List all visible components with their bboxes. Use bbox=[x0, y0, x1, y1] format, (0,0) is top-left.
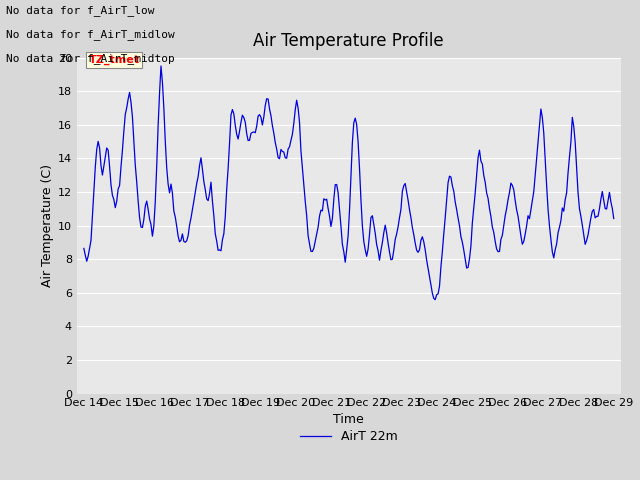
AirT 22m bbox=[602, 206, 609, 212]
Y-axis label: Air Temperature (C): Air Temperature (C) bbox=[41, 164, 54, 287]
X-axis label: Time: Time bbox=[333, 413, 364, 426]
AirT 22m bbox=[157, 63, 165, 69]
AirT 22m bbox=[610, 216, 618, 221]
Text: No data for f_AirT_midlow: No data for f_AirT_midlow bbox=[6, 29, 175, 40]
AirT 22m bbox=[471, 190, 479, 196]
AirT 22m bbox=[351, 115, 359, 121]
Legend: AirT 22m: AirT 22m bbox=[295, 425, 403, 448]
Text: No data for f_AirT_low: No data for f_AirT_low bbox=[6, 5, 155, 16]
Text: No data for f_AirT_midtop: No data for f_AirT_midtop bbox=[6, 53, 175, 64]
AirT 22m bbox=[431, 297, 439, 302]
Title: Air Temperature Profile: Air Temperature Profile bbox=[253, 33, 444, 50]
Text: TZ_tmet: TZ_tmet bbox=[88, 55, 140, 65]
AirT 22m bbox=[260, 114, 268, 120]
AirT 22m bbox=[147, 222, 155, 228]
AirT 22m bbox=[168, 190, 176, 196]
Line: AirT 22m: AirT 22m bbox=[84, 66, 614, 300]
AirT 22m bbox=[80, 246, 88, 252]
